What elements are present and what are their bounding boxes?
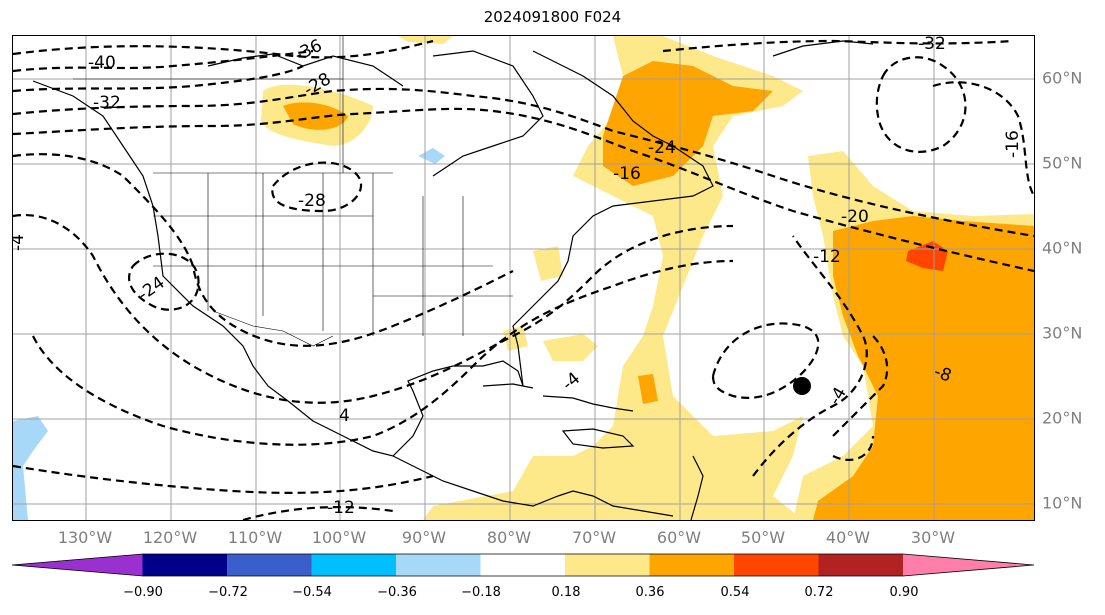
colorbar-tick: 0.54 — [720, 585, 750, 600]
svg-text:-12: -12 — [813, 247, 841, 267]
lon-label-90w: 90°W — [401, 528, 447, 547]
lon-label-100w: 100°W — [311, 528, 367, 547]
svg-text:-4: -4 — [13, 234, 28, 251]
political-borders — [73, 36, 513, 347]
colorbar-tick: 0.72 — [804, 585, 834, 600]
lat-label-60n: 60°N — [1042, 68, 1083, 88]
negative-anomaly-fill — [13, 148, 445, 520]
colorbar-segment — [311, 554, 397, 576]
svg-text:4: 4 — [339, 406, 350, 426]
colorbar-segment — [649, 554, 735, 576]
colorbar-segment — [12, 554, 143, 576]
storm-center-dot[interactable] — [793, 377, 811, 395]
svg-text:-40: -40 — [88, 53, 116, 73]
lon-label-120w: 120°W — [142, 528, 198, 547]
colorbar-tick: −0.36 — [377, 585, 417, 600]
colorbar-segment — [142, 554, 228, 576]
svg-text:-24: -24 — [648, 138, 676, 158]
map-title: 2024091800 F024 — [483, 8, 622, 26]
lon-label-70w: 70°W — [571, 528, 617, 547]
graticule — [13, 36, 1034, 520]
positive-anomaly-fill — [261, 36, 1034, 520]
colorbar-tick: 0.36 — [635, 585, 665, 600]
map-canvas: -40 -36 -32 -28 -28 -24 -24 -16 -20 -12 … — [8, 34, 1035, 522]
lon-label-30w: 30°W — [910, 528, 956, 547]
lat-label-50n: 50°N — [1042, 153, 1083, 173]
colorbar-segment — [227, 554, 312, 576]
svg-text:-20: -20 — [841, 207, 869, 227]
colorbar-tick: −0.18 — [461, 585, 501, 600]
colorbar-segment — [480, 554, 566, 576]
svg-text:-8: -8 — [931, 362, 954, 387]
colorbar-tick: −0.90 — [123, 585, 163, 600]
svg-text:-16: -16 — [1003, 130, 1023, 158]
height-contours — [12, 39, 1035, 522]
svg-text:-16: -16 — [613, 164, 641, 184]
svg-text:-4: -4 — [825, 384, 851, 409]
svg-text:-4: -4 — [558, 369, 584, 395]
colorbar-segment — [396, 554, 481, 576]
colorbar-tick: −0.72 — [208, 585, 248, 600]
svg-text:-24: -24 — [134, 273, 168, 305]
svg-text:-12: -12 — [327, 498, 355, 518]
colorbar — [11, 553, 1035, 577]
lat-label-30n: 30°N — [1042, 323, 1083, 343]
map-panel[interactable]: -40 -36 -32 -28 -28 -24 -24 -16 -20 -12 … — [8, 34, 1035, 522]
colorbar-segment — [734, 554, 819, 576]
lon-label-60w: 60°W — [656, 528, 702, 547]
svg-text:-32: -32 — [93, 93, 121, 113]
lon-label-110w: 110°W — [227, 528, 283, 547]
colorbar-tick: 0.18 — [551, 585, 581, 600]
svg-text:-32: -32 — [918, 36, 946, 54]
lat-label-40n: 40°N — [1042, 238, 1083, 258]
svg-text:-28: -28 — [298, 191, 326, 211]
colorbar-outline — [11, 553, 1035, 577]
colorbar-segment — [903, 554, 1034, 576]
lat-label-20n: 20°N — [1042, 408, 1083, 428]
colorbar-segment — [565, 554, 650, 576]
lat-label-10n: 10°N — [1042, 493, 1083, 513]
lon-label-50w: 50°W — [740, 528, 786, 547]
colorbar-segment — [818, 554, 904, 576]
colorbar-tick: −0.54 — [292, 585, 332, 600]
lon-label-80w: 80°W — [486, 528, 532, 547]
svg-text:-36: -36 — [292, 36, 326, 66]
lon-label-40w: 40°W — [825, 528, 871, 547]
colorbar-tick: 0.90 — [889, 585, 919, 600]
lon-label-130w: 130°W — [57, 528, 113, 547]
